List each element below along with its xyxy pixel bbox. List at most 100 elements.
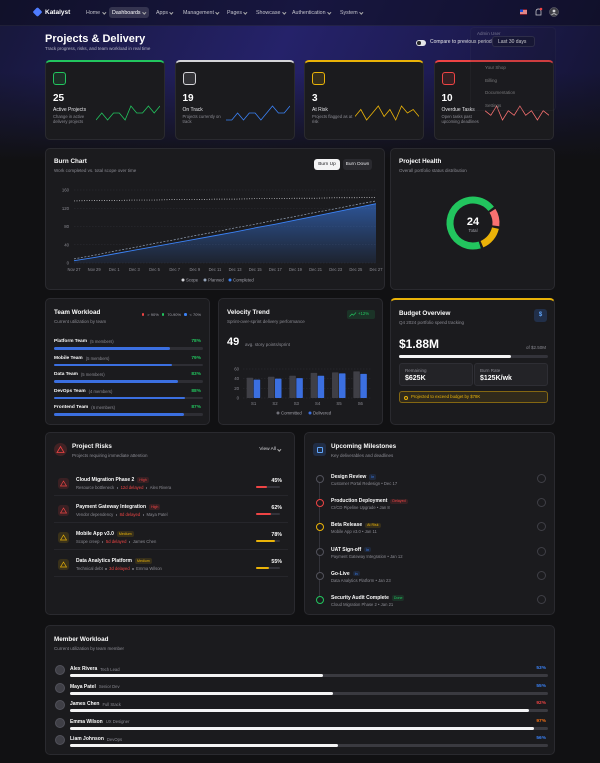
milestone-title-row: Go-Live In (331, 571, 360, 577)
stat-value: $125K/wk (480, 375, 512, 382)
kpi-icon (53, 72, 66, 85)
bell-icon[interactable] (535, 7, 543, 16)
risk-progress-bar (256, 567, 270, 569)
legend-swatch (184, 313, 187, 316)
risk-icon (58, 559, 69, 570)
chart-toggle-button[interactable]: Burn Up (314, 159, 340, 170)
nav-item[interactable]: Showcase (256, 10, 286, 16)
team-row: DevOps Team (4 members) (54, 389, 112, 394)
timeline-dot (315, 475, 324, 483)
nav-item[interactable]: System (340, 10, 364, 16)
avatar[interactable] (549, 7, 559, 17)
x-tick-label: Dec 19 (289, 267, 303, 272)
legend-swatch (308, 411, 312, 415)
trend-icon (349, 312, 357, 317)
team-row: Platform Team (5 members) (54, 339, 114, 344)
member-avatar (55, 682, 65, 693)
range-select[interactable]: Last 30 days (492, 36, 535, 47)
user-menu-item[interactable]: Documentation (485, 90, 516, 95)
card-title: Project Risks (72, 443, 112, 450)
member-role: DevOps (106, 736, 123, 742)
risk-title-row: Payment Gateway Integration High (76, 504, 161, 510)
bar (360, 373, 367, 398)
utilization-bar (54, 380, 178, 383)
nav-item[interactable]: Dashboards (112, 10, 147, 16)
team-members: (5 members) (85, 355, 110, 361)
milestone-action[interactable] (537, 522, 546, 532)
user-menu-item[interactable]: Billing (485, 77, 498, 83)
compare-toggle[interactable] (416, 40, 426, 46)
bar (310, 372, 318, 398)
nav-item[interactable]: Pages (227, 10, 248, 16)
milestone-status: Done (391, 595, 405, 601)
sparkline (225, 105, 290, 121)
x-tick-label: S4 (315, 401, 321, 406)
kpi-value: 19 (182, 93, 194, 104)
milestone-action[interactable] (537, 546, 546, 556)
view-all-link[interactable]: View All (259, 447, 282, 453)
milestone-status: In (369, 474, 377, 480)
milestone-action[interactable] (537, 570, 546, 580)
user-menu-item[interactable]: Your Shop (485, 65, 506, 70)
sparkline-line (484, 105, 549, 121)
team-row: Data Team (5 members) (54, 372, 105, 377)
risk-reason: Vendor dependency (76, 512, 114, 517)
risk-icon (58, 532, 69, 543)
x-tick-label: Dec 23 (329, 267, 343, 272)
card-title: Team Workload (54, 309, 101, 316)
team-row: Mobile Team (5 members) (54, 356, 109, 361)
team-row: Frontend Team (6 members) (54, 405, 115, 410)
user-name: Admin User (477, 31, 501, 36)
kpi-desc: Projects currently on track (182, 114, 221, 124)
bar (268, 376, 275, 398)
team-utilization: 78% (191, 339, 201, 344)
kpi-icon (182, 72, 196, 85)
milestone-action[interactable] (537, 474, 546, 483)
nav-item[interactable]: Management (183, 10, 220, 16)
x-tick-label: Dec 9 (189, 267, 200, 272)
risk-level: Medium (116, 531, 134, 537)
nav-item[interactable]: Home (86, 10, 106, 16)
timeline-dot (315, 547, 324, 556)
chart-toggle-button[interactable]: Burn Down (343, 159, 372, 170)
sparkline-line (355, 105, 419, 121)
budget-total: of $2.50M (525, 345, 546, 350)
milestone-action[interactable] (537, 498, 546, 508)
member-role: UX Designer (105, 719, 130, 724)
compare-label: Compare to previous period (430, 39, 492, 45)
member-bar (70, 674, 324, 677)
kpi-label: Active Projects (53, 107, 87, 113)
brand-name: Katalyst (45, 9, 71, 16)
stat-value: $625K (405, 375, 426, 382)
milestone-action[interactable] (537, 595, 546, 604)
nav-item[interactable]: Apps (156, 10, 174, 16)
team-workload-card: Team Workload Current utilization by team… (45, 298, 210, 425)
member-role: Senior Dev (98, 684, 120, 689)
logo (33, 7, 42, 17)
bar (339, 373, 346, 398)
member-utilization: 56% (536, 736, 546, 741)
milestone-title-row: Design Review In (331, 474, 377, 480)
flag-icon[interactable] (520, 9, 527, 15)
risk-detail-row: Resource bottleneck 12d delayed Alex River… (76, 485, 171, 490)
user-menu-item[interactable]: Settings (485, 102, 502, 108)
stat-label: Remaining (405, 368, 427, 373)
nav-item[interactable]: Authentication (292, 10, 332, 16)
budget-spent: $1.88M (399, 337, 440, 351)
kpi-value: 25 (53, 93, 65, 104)
budget-bar (399, 355, 512, 358)
card-subtitle: Current utilization by team (54, 319, 107, 324)
warning-icon (404, 395, 408, 400)
milestone-detail: Data Analytics Platform • Jan 23 (331, 577, 391, 583)
x-tick-label: Nov 29 (88, 267, 102, 272)
risk-delay: 3d delayed (103, 566, 130, 571)
card-title: Member Workload (54, 636, 109, 643)
risk-track (256, 486, 280, 488)
sparkline (96, 105, 160, 121)
button-label: Burn Up (318, 162, 336, 167)
budget-warning: Projected to exceed budget by $78K (399, 391, 548, 403)
y-tick-label: 40 (64, 242, 69, 247)
milestone-status: At Risk (365, 522, 381, 528)
timeline-dot (315, 571, 324, 580)
